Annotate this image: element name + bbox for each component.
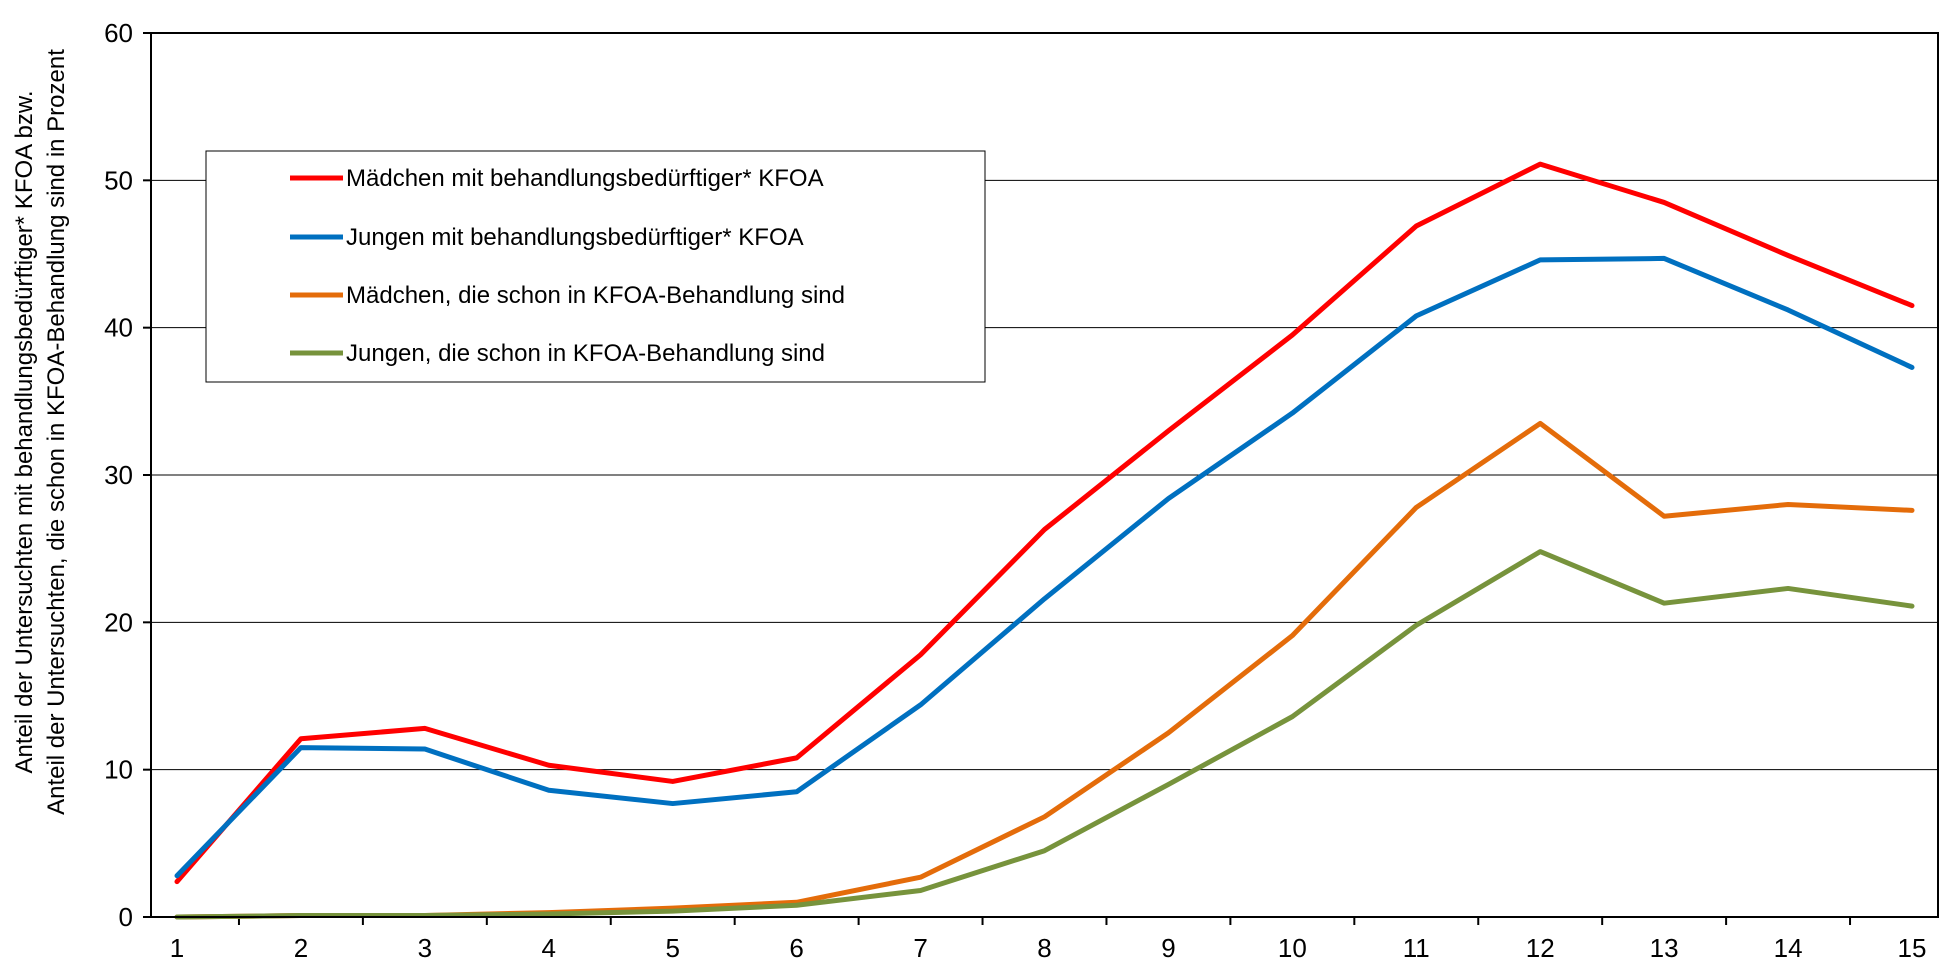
- x-tick-label: 5: [665, 933, 679, 962]
- x-tick-label: 12: [1526, 933, 1555, 962]
- y-axis-ticks: 0 10 20 30 40 50 60: [104, 18, 151, 932]
- y-tick-label: 60: [104, 18, 133, 48]
- legend-box: [205, 150, 986, 383]
- y-tick-label: 30: [104, 460, 133, 490]
- legend-label-3: Mädchen, die schon in KFOA-Behandlung si…: [346, 282, 845, 309]
- series-line-1: [174, 161, 1915, 885]
- x-tick-label: 14: [1774, 933, 1803, 962]
- legend-label-1: Mädchen mit behandlungsbedürftiger* KFOA: [346, 165, 824, 192]
- y-axis-title: Anteil der Untersuchten mit behandlungsb…: [11, 49, 70, 815]
- x-tick-label: 8: [1037, 933, 1051, 962]
- legend-label-4: Jungen, die schon in KFOA-Behandlung sin…: [346, 340, 825, 367]
- x-tick-label: 3: [418, 933, 432, 962]
- y-tick-label: 50: [104, 165, 133, 195]
- x-axis-ticks: 1 2 3 4 5 6 7 8 9 10 11 12 13 14 15: [170, 917, 1927, 962]
- x-tick-label: 15: [1898, 933, 1927, 962]
- x-tick-label: 10: [1278, 933, 1307, 962]
- y-axis-title-line-1: Anteil der Untersuchten mit behandlungsb…: [11, 90, 38, 773]
- y-tick-label: 10: [104, 755, 133, 785]
- legend-label-2: Jungen mit behandlungsbedürftiger* KFOA: [346, 224, 804, 251]
- series-line-2: [174, 255, 1915, 879]
- y-tick-label: 20: [104, 607, 133, 637]
- x-tick-label: 9: [1161, 933, 1175, 962]
- x-tick-label: 1: [170, 933, 184, 962]
- x-tick-label: 7: [913, 933, 927, 962]
- x-tick-label: 2: [294, 933, 308, 962]
- y-tick-label: 0: [119, 902, 133, 932]
- x-tick-label: 4: [542, 933, 556, 962]
- x-tick-label: 13: [1650, 933, 1679, 962]
- x-tick-label: 11: [1403, 933, 1430, 962]
- y-axis-title-line-2: Anteil der Untersuchten, die schon in KF…: [43, 49, 70, 815]
- series-lines: [174, 161, 1915, 920]
- plot-area-border: [150, 32, 1939, 918]
- series-line-4: [174, 549, 1915, 920]
- legend: Mädchen mit behandlungsbedürftiger* KFOA…: [205, 150, 986, 383]
- y-tick-label: 40: [104, 313, 133, 343]
- x-tick-label: 6: [789, 933, 803, 962]
